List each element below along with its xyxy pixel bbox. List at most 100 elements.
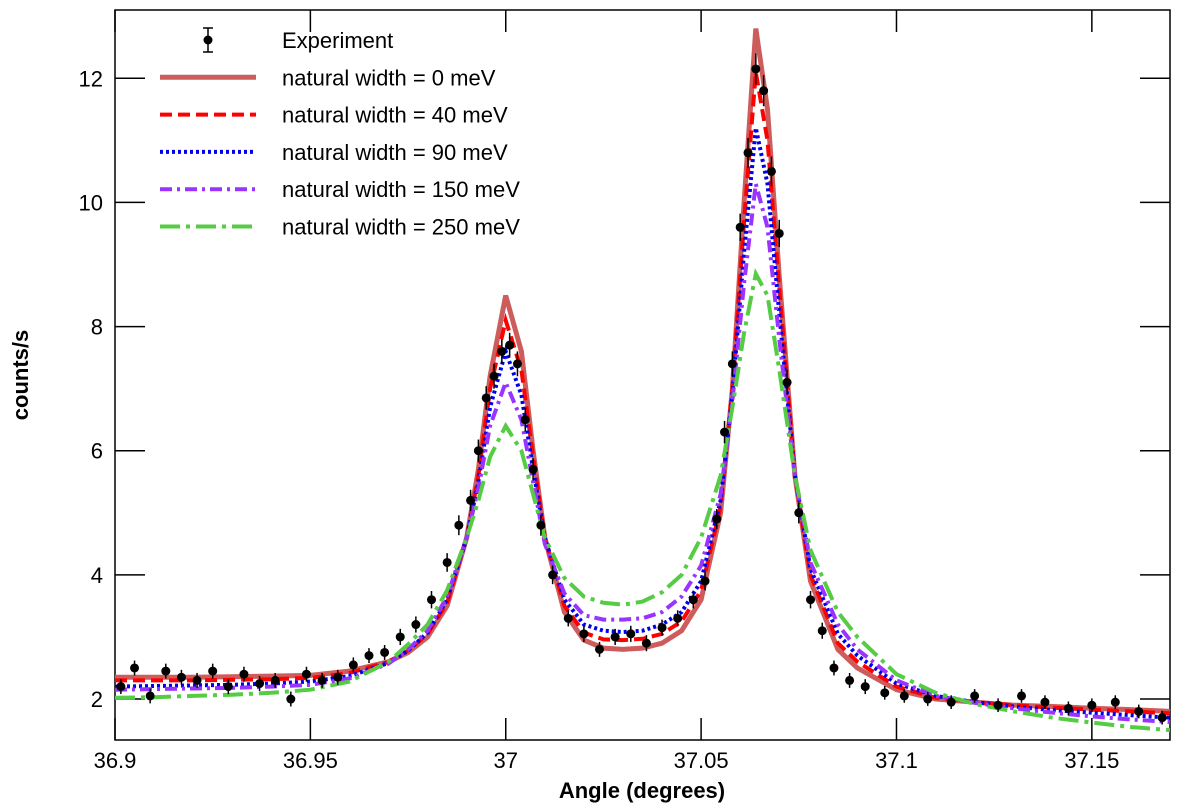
data-point bbox=[774, 228, 784, 238]
data-point bbox=[735, 222, 745, 232]
x-tick-label: 37.05 bbox=[674, 748, 729, 773]
data-point bbox=[380, 647, 390, 657]
data-point bbox=[1157, 713, 1167, 723]
data-point bbox=[497, 346, 507, 356]
data-point bbox=[481, 393, 491, 403]
y-tick-label: 12 bbox=[79, 66, 103, 91]
data-point bbox=[766, 166, 776, 176]
data-point bbox=[610, 632, 620, 642]
data-point bbox=[255, 679, 265, 689]
data-point bbox=[512, 359, 522, 369]
data-point bbox=[899, 691, 909, 701]
legend-label: natural width = 150 meV bbox=[282, 177, 520, 202]
data-point bbox=[239, 669, 249, 679]
data-point bbox=[782, 377, 792, 387]
data-point bbox=[286, 694, 296, 704]
legend-label: Experiment bbox=[282, 28, 393, 53]
data-point bbox=[1063, 703, 1073, 713]
data-point bbox=[348, 660, 358, 670]
legend-label: natural width = 0 meV bbox=[282, 65, 496, 90]
plot-area bbox=[115, 28, 1170, 733]
y-tick-label: 8 bbox=[91, 315, 103, 340]
data-point bbox=[520, 415, 530, 425]
data-point bbox=[473, 446, 483, 456]
data-point bbox=[700, 576, 710, 586]
data-point bbox=[688, 595, 698, 605]
y-tick-label: 6 bbox=[91, 439, 103, 464]
data-point bbox=[1110, 697, 1120, 707]
data-point bbox=[145, 691, 155, 701]
y-axis-label: counts/s bbox=[8, 330, 33, 420]
y-tick-label: 2 bbox=[91, 687, 103, 712]
data-point bbox=[116, 682, 126, 692]
data-point bbox=[223, 682, 233, 692]
data-point bbox=[673, 613, 683, 623]
data-point bbox=[208, 666, 218, 676]
data-point bbox=[860, 682, 870, 692]
data-point bbox=[626, 629, 636, 639]
data-point bbox=[270, 675, 280, 685]
model-curve bbox=[115, 127, 1170, 720]
data-point bbox=[751, 64, 761, 74]
data-point bbox=[364, 651, 374, 661]
data-point bbox=[192, 675, 202, 685]
data-point bbox=[1087, 700, 1097, 710]
data-point bbox=[806, 595, 816, 605]
data-point bbox=[641, 638, 651, 648]
data-point bbox=[411, 620, 421, 630]
data-point bbox=[536, 520, 546, 530]
data-point bbox=[880, 688, 890, 698]
data-point bbox=[333, 672, 343, 682]
x-axis-label: Angle (degrees) bbox=[559, 778, 725, 803]
data-point bbox=[442, 557, 452, 567]
data-point bbox=[317, 675, 327, 685]
data-point bbox=[130, 663, 140, 673]
data-point bbox=[579, 629, 589, 639]
legend-label: natural width = 90 meV bbox=[282, 140, 508, 165]
data-point bbox=[548, 570, 558, 580]
data-point bbox=[946, 697, 956, 707]
x-tick-label: 37 bbox=[493, 748, 517, 773]
data-point bbox=[427, 595, 436, 605]
data-point bbox=[528, 464, 538, 474]
data-point bbox=[712, 514, 722, 524]
y-tick-label: 10 bbox=[79, 190, 103, 215]
data-point bbox=[454, 520, 464, 530]
data-point bbox=[657, 623, 667, 633]
model-curve bbox=[115, 28, 1170, 714]
data-point bbox=[923, 694, 933, 704]
legend-marker bbox=[203, 35, 213, 45]
model-curve bbox=[115, 267, 1170, 733]
data-point bbox=[829, 663, 839, 673]
data-point bbox=[505, 340, 515, 350]
data-point bbox=[970, 691, 980, 701]
data-point bbox=[743, 148, 753, 158]
data-point bbox=[845, 675, 855, 685]
data-point bbox=[1017, 691, 1027, 701]
plot-frame bbox=[114, 9, 1171, 741]
data-point bbox=[1040, 697, 1050, 707]
x-tick-label: 37.1 bbox=[875, 748, 918, 773]
model-curve bbox=[115, 183, 1170, 724]
data-point bbox=[563, 613, 573, 623]
data-point bbox=[727, 359, 737, 369]
data-point bbox=[794, 508, 804, 518]
data-point bbox=[993, 700, 1003, 710]
model-curve bbox=[115, 71, 1170, 716]
data-point bbox=[489, 371, 499, 381]
x-tick-label: 36.9 bbox=[94, 748, 137, 773]
x-tick-label: 36.95 bbox=[283, 748, 338, 773]
legend-label: natural width = 40 meV bbox=[282, 103, 508, 128]
x-tick-label: 37.15 bbox=[1064, 748, 1119, 773]
data-point bbox=[720, 427, 730, 437]
data-point bbox=[161, 666, 171, 676]
data-point bbox=[395, 632, 405, 642]
data-point bbox=[1134, 706, 1144, 716]
data-point bbox=[466, 495, 476, 505]
data-point bbox=[176, 672, 186, 682]
data-point bbox=[817, 626, 827, 636]
y-tick-label: 4 bbox=[91, 563, 103, 588]
data-point bbox=[301, 669, 311, 679]
data-point bbox=[595, 644, 605, 654]
